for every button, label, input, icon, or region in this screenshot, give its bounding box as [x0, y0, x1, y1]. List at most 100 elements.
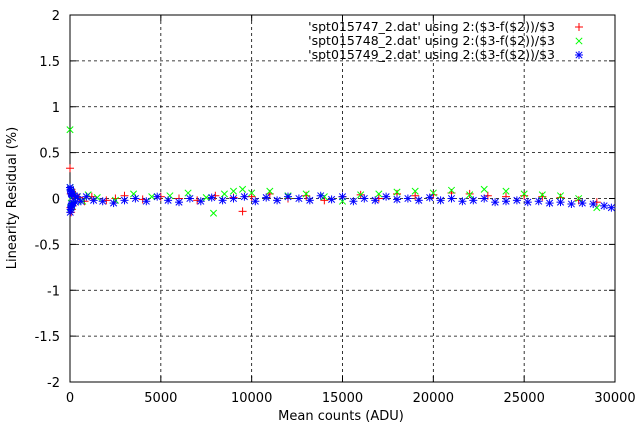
data-point — [273, 196, 282, 205]
data-point — [523, 198, 532, 207]
y-tick-label: 1.5 — [39, 55, 60, 70]
data-point — [73, 192, 82, 201]
legend-marker-2 — [575, 37, 583, 45]
data-point — [480, 185, 488, 193]
y-tick-label: -0.5 — [35, 238, 60, 253]
data-point — [393, 195, 401, 204]
data-point — [185, 194, 194, 203]
data-point — [238, 207, 247, 216]
legend-label-1: 'spt015747_2.dat' using 2:($3-f($2))/$3 — [308, 19, 555, 34]
data-point — [316, 191, 325, 200]
data-point — [148, 193, 156, 201]
data-point — [578, 199, 587, 208]
legend-marker-3 — [575, 51, 583, 59]
x-tick-label: 10000 — [231, 391, 272, 406]
y-tick-label: 1 — [52, 101, 60, 116]
data-point — [447, 186, 456, 194]
data-point — [229, 187, 238, 195]
data-point — [575, 194, 583, 203]
data-point — [556, 198, 565, 207]
data-point — [534, 197, 543, 206]
data-point — [393, 188, 401, 196]
data-point — [520, 190, 528, 198]
data-point — [229, 194, 238, 203]
data-point — [239, 185, 247, 193]
data-point — [411, 191, 420, 200]
data-point — [520, 191, 529, 200]
data-point — [589, 200, 598, 209]
data-point — [71, 198, 80, 207]
data-point — [131, 194, 140, 203]
data-point — [302, 191, 311, 200]
data-point — [262, 193, 271, 202]
data-point — [142, 197, 151, 206]
data-point — [425, 193, 434, 202]
legend-label-2: 'spt015748_2.dat' using 2:($3-f($2))/$3 — [308, 33, 555, 48]
data-point — [466, 191, 474, 199]
legend-marker-1 — [575, 23, 583, 31]
data-point — [98, 197, 107, 206]
series-layer — [66, 126, 616, 217]
data-point — [82, 192, 91, 201]
data-point — [305, 196, 314, 205]
data-point — [220, 190, 228, 198]
data-point — [567, 200, 576, 209]
data-point — [211, 191, 220, 200]
data-point — [302, 190, 310, 198]
data-point — [218, 196, 227, 205]
data-point — [374, 194, 383, 203]
data-point — [403, 194, 412, 203]
data-point — [447, 194, 456, 203]
data-point — [209, 209, 218, 217]
data-point — [480, 194, 489, 203]
data-point — [196, 197, 205, 206]
y-tick-label: 0.5 — [39, 147, 60, 162]
data-point — [76, 197, 85, 206]
data-point — [411, 187, 419, 195]
data-point — [207, 193, 216, 202]
data-point — [349, 197, 358, 206]
data-point — [429, 189, 437, 197]
y-tick-label: -2 — [47, 376, 60, 391]
data-point — [294, 194, 303, 203]
data-point — [93, 194, 101, 202]
y-tick-label: 0 — [52, 193, 60, 208]
data-point — [240, 192, 249, 201]
legend-label-3: 'spt015749_2.dat' using 2:($3-f($2))/$3 — [308, 47, 555, 62]
data-point — [66, 164, 74, 173]
data-point — [382, 192, 391, 201]
x-tick-label: 5000 — [144, 391, 177, 406]
data-point — [600, 201, 609, 210]
x-tick-label: 15000 — [322, 391, 363, 406]
x-tick-label: 0 — [66, 391, 74, 406]
y-tick-label: 2 — [52, 9, 60, 24]
data-point — [327, 195, 336, 204]
data-point — [153, 192, 162, 201]
y-tick-label: -1 — [47, 284, 60, 299]
data-point — [556, 192, 565, 200]
data-point — [175, 198, 183, 207]
data-point — [607, 203, 616, 212]
data-point — [469, 196, 478, 205]
legend: 'spt015747_2.dat' using 2:($3-f($2))/$3'… — [308, 19, 583, 62]
data-point — [538, 192, 547, 201]
data-point — [375, 190, 383, 198]
data-point — [465, 189, 474, 198]
x-tick-label: 30000 — [594, 391, 635, 406]
data-point — [414, 196, 423, 205]
data-point — [338, 192, 347, 201]
data-point — [360, 194, 369, 203]
data-point — [512, 196, 521, 205]
data-point — [248, 189, 256, 197]
data-point — [436, 196, 445, 205]
axis-ticks: -2 -1.5 -1 -0.5 0 0.5 1 1.5 2 0 5000 10000 15000 2000… — [35, 9, 636, 406]
data-point — [89, 196, 98, 205]
y-axis-label: Linearity Residual (%) — [5, 127, 20, 269]
data-point — [247, 192, 256, 201]
y-tick-label: -1.5 — [35, 330, 60, 345]
data-point — [320, 196, 329, 205]
data-point — [502, 197, 510, 206]
data-point — [138, 195, 147, 204]
